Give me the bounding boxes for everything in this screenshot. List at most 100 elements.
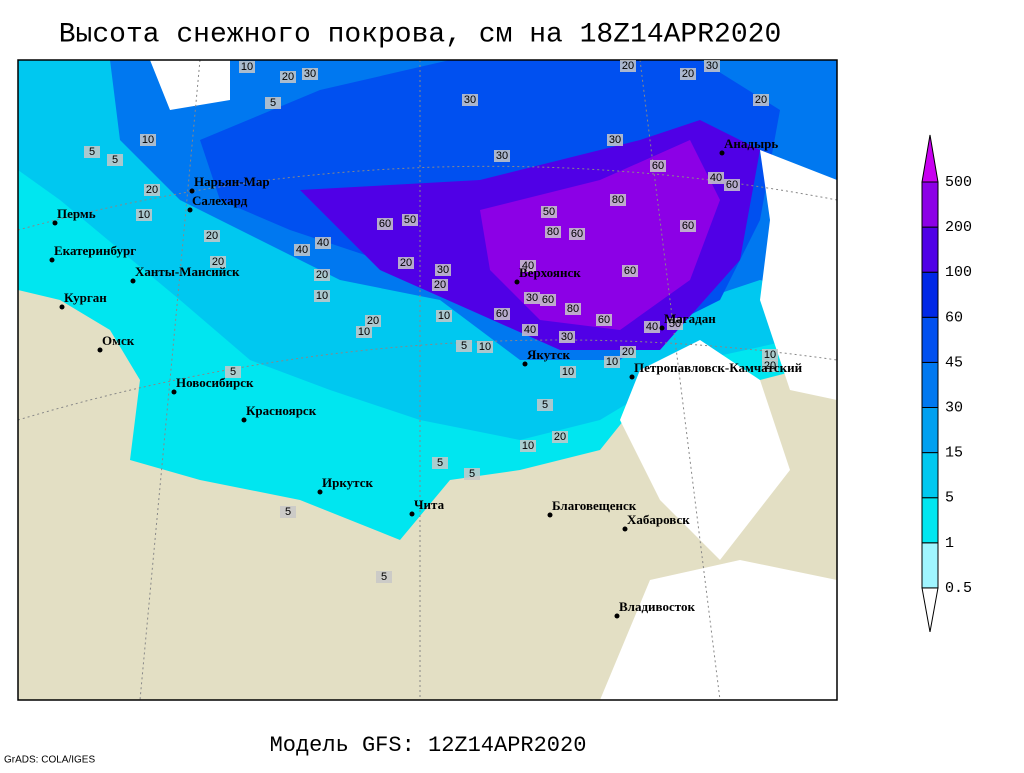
credit: GrADS: COLA/IGES xyxy=(4,755,95,766)
colorbar-label: 60 xyxy=(945,309,963,326)
contour-label: 10 xyxy=(316,290,328,302)
contour-label-box xyxy=(520,260,536,272)
city-dot xyxy=(547,512,553,518)
contour-label-box xyxy=(762,349,778,361)
contour-label: 30 xyxy=(609,134,621,146)
title: Высота снежного покрова, см на 18Z14APR2… xyxy=(59,19,782,50)
city-dot xyxy=(514,279,520,285)
contour-label-box xyxy=(432,457,448,469)
contour-label: 60 xyxy=(571,228,583,240)
city-dot xyxy=(130,278,136,284)
city-dot xyxy=(409,511,415,517)
contour-label-box xyxy=(239,61,255,73)
city-dot xyxy=(317,489,323,495)
contour-label: 60 xyxy=(379,218,391,230)
city-name: Курган xyxy=(64,290,107,305)
city-name: Петропавловск-Камчатский xyxy=(634,360,803,375)
city-name: Нарьян-Мар xyxy=(194,174,270,189)
contour-label: 10 xyxy=(241,61,253,73)
contour-label: 5 xyxy=(469,468,475,480)
contour-label-box xyxy=(522,324,538,336)
contour-label: 20 xyxy=(434,279,446,291)
map xyxy=(18,60,837,700)
contour-label-box xyxy=(680,68,696,80)
city-dot xyxy=(614,613,620,619)
contour-label-box xyxy=(667,318,683,330)
city-dot xyxy=(522,361,528,367)
contour-label-box xyxy=(365,315,381,327)
contour-label-box xyxy=(620,346,636,358)
contour-label: 10 xyxy=(562,366,574,378)
contour-label-box xyxy=(280,506,296,518)
colorbar-segment xyxy=(921,497,939,544)
colorbar-segment xyxy=(921,542,939,589)
contour-label-box xyxy=(376,571,392,583)
city-name: Омск xyxy=(102,333,135,348)
contour-label-box xyxy=(265,97,281,109)
contour-label: 40 xyxy=(296,244,308,256)
colorbar-segment xyxy=(921,316,939,363)
contour-label: 5 xyxy=(285,506,291,518)
city-name: Магадан xyxy=(664,311,716,326)
contour-label-box xyxy=(107,154,123,166)
map-frame xyxy=(17,59,838,701)
contour-label-box xyxy=(204,230,220,242)
city-name: Хабаровск xyxy=(627,512,690,527)
city-name: Салехард xyxy=(192,193,248,208)
contour-label: 20 xyxy=(367,315,379,327)
contour-label-box xyxy=(494,308,510,320)
contour-label: 40 xyxy=(317,237,329,249)
contour-label: 20 xyxy=(554,431,566,443)
contour-label: 20 xyxy=(400,257,412,269)
colorbar-segment xyxy=(921,361,939,408)
contour-label: 40 xyxy=(710,172,722,184)
contour-label: 50 xyxy=(669,318,681,330)
city-dot xyxy=(97,347,103,353)
city-name: Екатеринбург xyxy=(54,243,136,258)
contour-label-box xyxy=(762,360,778,372)
contour-label: 30 xyxy=(706,60,718,72)
contour-label: 20 xyxy=(282,71,294,83)
city-dot xyxy=(622,526,628,532)
city-dot xyxy=(59,304,65,310)
contour-label: 20 xyxy=(755,94,767,106)
contour-label-box xyxy=(432,279,448,291)
colorbar-label: 1 xyxy=(945,535,954,552)
contour-label: 10 xyxy=(479,341,491,353)
contour-label-box xyxy=(464,468,480,480)
colorbar-segment xyxy=(921,226,939,273)
contour-label-box xyxy=(494,150,510,162)
contour-label-box xyxy=(315,237,331,249)
contour-label: 20 xyxy=(764,360,776,372)
city-name: Иркутск xyxy=(322,475,373,490)
contour-label: 5 xyxy=(89,146,95,158)
colorbar-under xyxy=(921,587,939,632)
contour-label-box xyxy=(436,310,452,322)
contour-label-box xyxy=(377,218,393,230)
contour-label: 10 xyxy=(522,440,534,452)
contour-label-box xyxy=(552,431,568,443)
colorbar-label: 15 xyxy=(945,445,963,462)
contour-label: 30 xyxy=(304,68,316,80)
contour-label: 60 xyxy=(542,294,554,306)
contour-label-box xyxy=(704,60,720,72)
contour-label: 60 xyxy=(682,220,694,232)
city-dot xyxy=(629,374,635,380)
contour-label-box xyxy=(596,314,612,326)
contour-label-box xyxy=(545,226,561,238)
contour-label: 10 xyxy=(142,134,154,146)
contour-label-box xyxy=(435,264,451,276)
contour-label-box xyxy=(225,366,241,378)
contour-label: 80 xyxy=(612,194,624,206)
contour-label-box xyxy=(280,71,296,83)
city-dot xyxy=(719,150,725,156)
city-dot xyxy=(187,207,193,213)
contour-label-box xyxy=(462,94,478,106)
contour-label: 10 xyxy=(138,209,150,221)
city-dot xyxy=(171,389,177,395)
colorbar-segment xyxy=(921,452,939,499)
contour-label: 10 xyxy=(764,349,776,361)
contour-label-box xyxy=(140,134,156,146)
city-name: Якутск xyxy=(527,347,571,362)
